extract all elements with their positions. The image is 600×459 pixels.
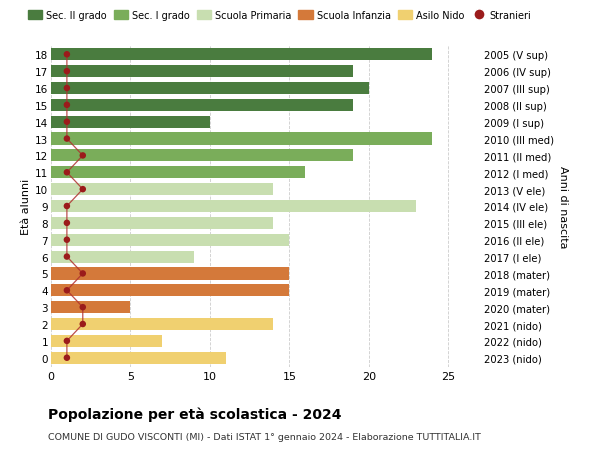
Point (62, 203, 71, 210)
Bar (51, 285, 289, 297)
Point (62, 119, 71, 126)
Bar (51, 83, 369, 95)
Bar (51, 150, 353, 162)
Point (62, 236, 71, 244)
Bar (51, 302, 130, 313)
Bar (51, 49, 433, 61)
Bar (51, 352, 226, 364)
Point (62, 85, 71, 92)
Bar (51, 268, 289, 280)
Point (62, 135, 71, 143)
Point (62, 51, 71, 59)
Legend: Sec. II grado, Sec. I grado, Scuola Primaria, Scuola Infanzia, Asilo Nido, Stran: Sec. II grado, Sec. I grado, Scuola Prim… (26, 9, 533, 23)
Bar (51, 335, 162, 347)
Text: Popolazione per età scolastica - 2024: Popolazione per età scolastica - 2024 (48, 406, 341, 421)
Point (62, 169, 71, 177)
Bar (51, 201, 416, 213)
Y-axis label: Anni di nascita: Anni di nascita (558, 165, 568, 248)
Point (78, 321, 88, 328)
Point (78, 270, 88, 278)
Bar (51, 184, 274, 196)
Bar (51, 100, 353, 112)
Point (62, 287, 71, 294)
Bar (51, 117, 210, 129)
Point (78, 304, 88, 311)
Point (78, 186, 88, 193)
Bar (51, 217, 274, 230)
Point (62, 68, 71, 76)
Point (78, 152, 88, 160)
Y-axis label: Età alunni: Età alunni (21, 179, 31, 235)
Point (62, 102, 71, 109)
Point (62, 253, 71, 261)
Point (62, 220, 71, 227)
Bar (51, 234, 289, 246)
Point (62, 337, 71, 345)
Point (62, 354, 71, 362)
Bar (51, 167, 305, 179)
Bar (51, 133, 433, 146)
Text: COMUNE DI GUDO VISCONTI (MI) - Dati ISTAT 1° gennaio 2024 - Elaborazione TUTTITA: COMUNE DI GUDO VISCONTI (MI) - Dati ISTA… (48, 432, 481, 442)
Bar (51, 318, 274, 330)
Bar (51, 66, 353, 78)
Bar (51, 251, 194, 263)
